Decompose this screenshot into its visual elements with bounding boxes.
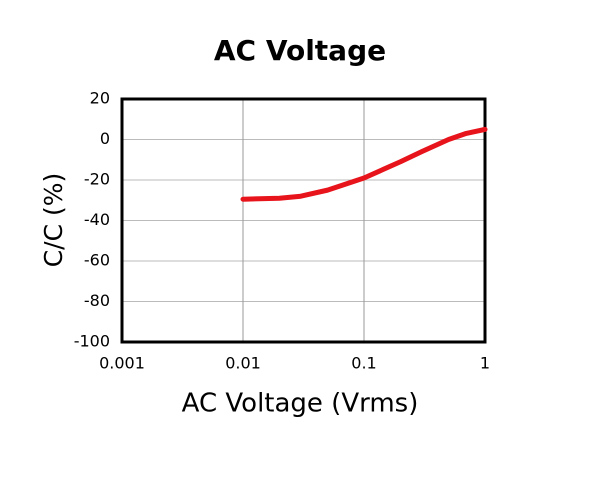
y-tick-label: 0 — [100, 129, 110, 148]
data-line — [240, 126, 488, 202]
x-tick-label: 0.1 — [351, 354, 376, 373]
y-tick-label: -100 — [74, 332, 110, 351]
y-tick-label: -40 — [84, 210, 110, 229]
x-tick-label: 1 — [480, 354, 490, 373]
x-axis-label: AC Voltage (Vrms) — [182, 389, 419, 419]
x-tick-label: 0.001 — [99, 354, 145, 373]
y-tick-label: -20 — [84, 170, 110, 189]
chart-title: AC Voltage — [214, 34, 386, 67]
y-tick-label: -80 — [84, 291, 110, 310]
y-axis-label: C/C (%) — [39, 173, 68, 268]
x-tick-label: 0.01 — [225, 354, 261, 373]
plot-frame — [120, 97, 487, 344]
y-tick-label: 20 — [90, 89, 110, 108]
y-tick-label: -60 — [84, 251, 110, 270]
